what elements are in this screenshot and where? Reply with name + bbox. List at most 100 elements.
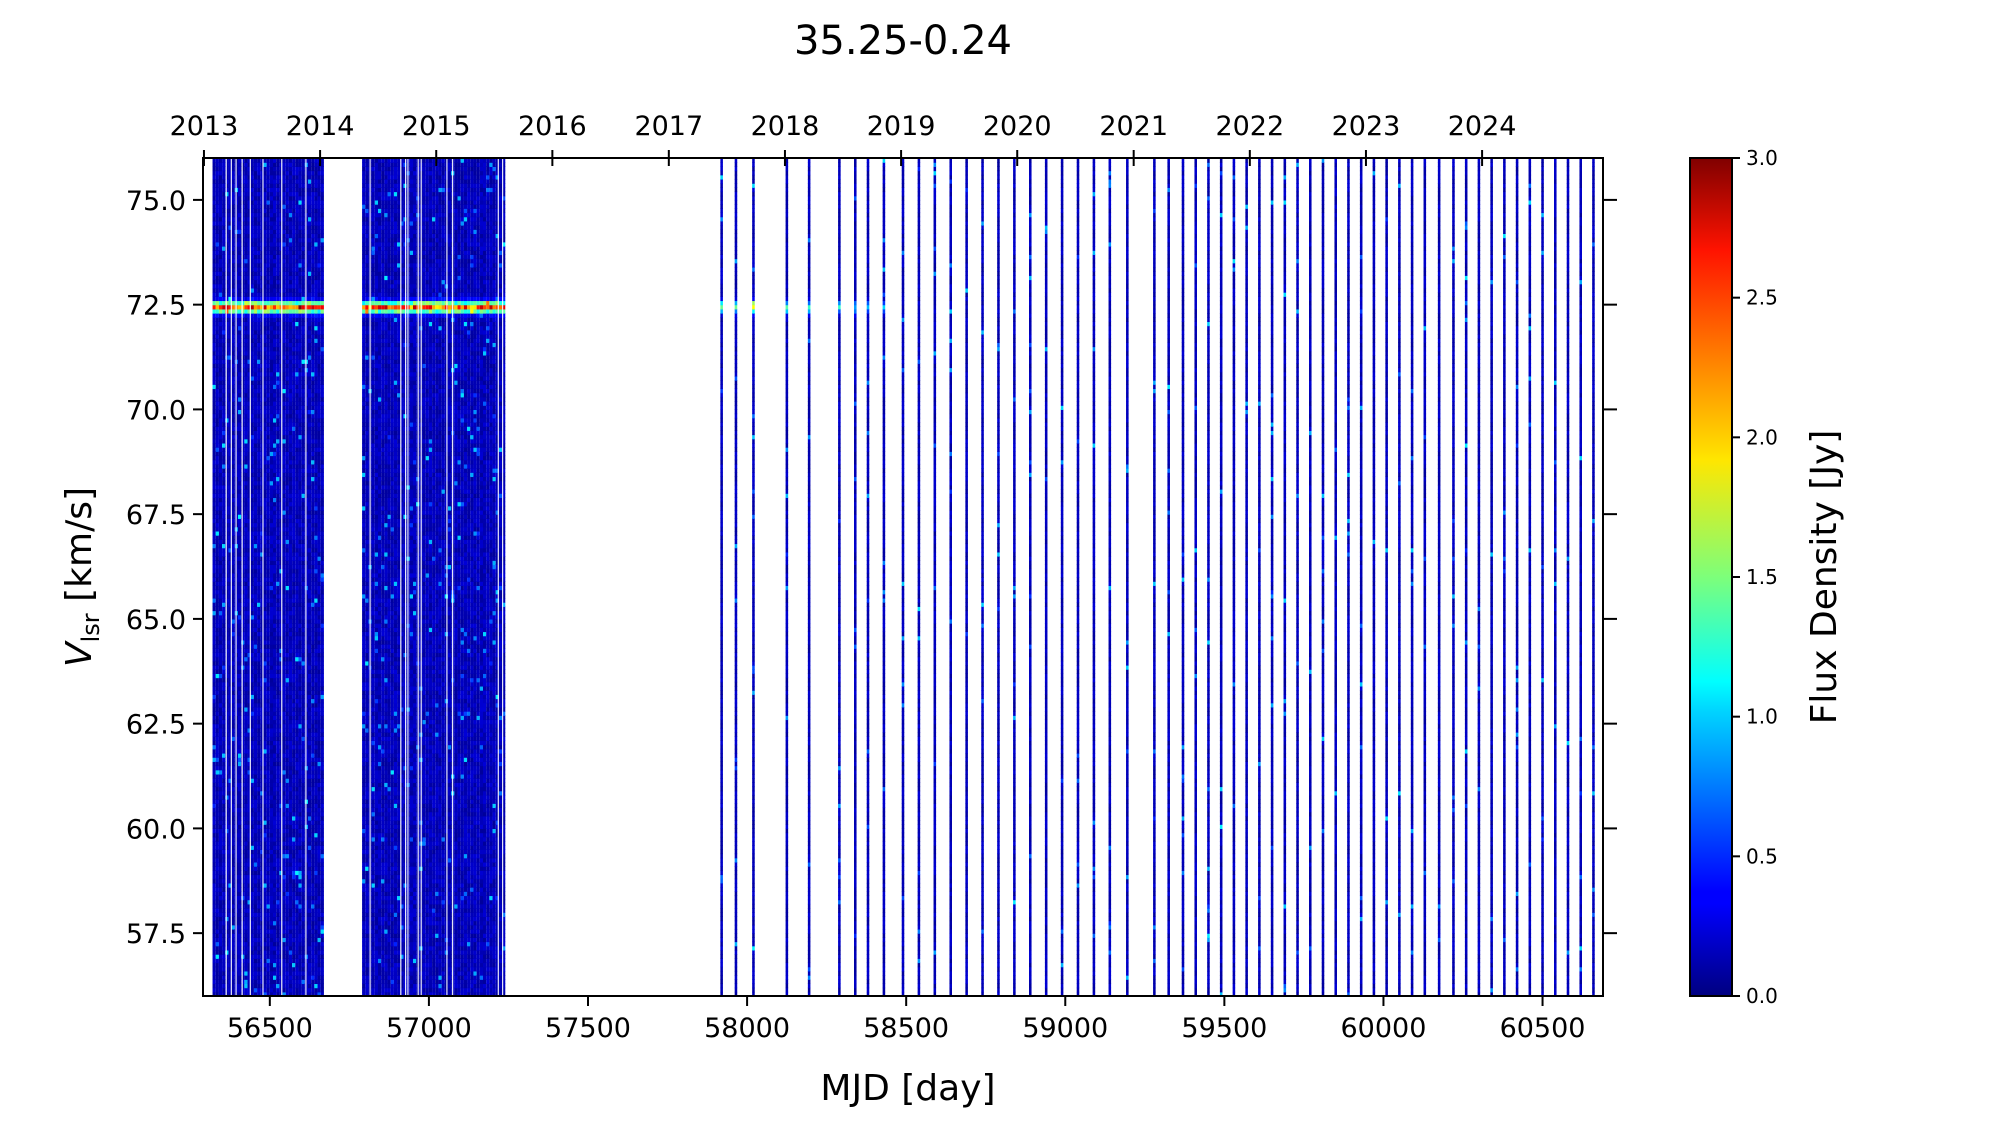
dense-spectrum-column xyxy=(463,158,468,996)
observation-column xyxy=(933,158,937,996)
observation-column xyxy=(1541,158,1544,996)
dense-spectrum-column xyxy=(425,158,429,996)
observation-column xyxy=(981,158,984,996)
observation-column xyxy=(1283,158,1287,996)
observation-column xyxy=(1423,158,1427,996)
observation-column xyxy=(838,158,841,996)
dense-spectrum-column xyxy=(231,158,235,996)
y-tick-label: 65.0 xyxy=(126,605,186,636)
dense-spectrum-column xyxy=(390,158,394,996)
dense-spectrum-column xyxy=(247,158,251,996)
observation-column xyxy=(720,158,723,996)
observation-column xyxy=(901,158,905,996)
observation-column xyxy=(1181,158,1185,996)
dense-spectrum-column xyxy=(448,158,452,996)
dense-spectrum-column xyxy=(250,158,254,996)
dense-spectrum-column xyxy=(432,158,436,996)
top-year-axis: 2013 2014 2015 2016 2017 2018 2019 2020 2021 2022… xyxy=(170,111,1517,166)
dense-spectrum-column xyxy=(228,158,232,996)
dense-spectrum-column xyxy=(495,158,499,996)
observation-column xyxy=(1398,158,1401,996)
observation-column xyxy=(1245,158,1248,996)
colorbar-tick-label: 2.5 xyxy=(1746,286,1778,310)
data-gap-line xyxy=(262,158,264,996)
data-gap-line xyxy=(417,158,419,996)
x-axis-title: MJD [day] xyxy=(820,1068,995,1109)
dense-spectrum-column xyxy=(292,158,296,996)
dense-spectrum-column xyxy=(215,158,219,996)
dense-spectrum-column xyxy=(311,158,315,996)
dense-spectrum-column xyxy=(320,158,324,996)
data-gap-line xyxy=(249,158,251,996)
observation-column xyxy=(785,158,789,996)
y-axis-title: Vlsr [km/s] xyxy=(59,487,105,667)
observation-column xyxy=(1385,158,1388,996)
year-tick-label: 2024 xyxy=(1448,111,1517,142)
data-gap-line xyxy=(420,158,422,996)
colorbar xyxy=(1689,157,1733,997)
dense-spectrum-column xyxy=(470,158,474,996)
observation-column xyxy=(1013,158,1016,996)
x-tick-label: 58000 xyxy=(704,1013,790,1044)
dense-spectrum-column xyxy=(489,158,493,996)
dense-spectrum-column xyxy=(365,158,369,996)
observation-column xyxy=(1321,158,1325,996)
dense-spectrum-column xyxy=(381,158,385,996)
dense-spectrum-column xyxy=(435,158,439,996)
dense-spectrum-column xyxy=(301,158,305,996)
observation-column xyxy=(1515,158,1519,996)
dense-spectrum-column xyxy=(409,158,413,996)
dense-spectrum-column xyxy=(285,158,289,996)
observation-column xyxy=(1566,158,1570,996)
observation-column xyxy=(1437,158,1441,996)
colorbar-tick-label: 0.5 xyxy=(1746,844,1778,868)
observation-column xyxy=(1108,158,1112,996)
dense-spectrum-column xyxy=(467,158,471,996)
dense-spectrum-column xyxy=(257,158,261,996)
dense-spectrum-column xyxy=(253,158,258,996)
data-gap-line xyxy=(235,158,237,996)
y-tick-label: 57.5 xyxy=(126,919,186,950)
observation-column xyxy=(965,158,968,996)
data-gap-line xyxy=(241,158,243,996)
dense-spectrum-column xyxy=(225,158,229,996)
data-gap-line xyxy=(400,158,402,996)
observation-column xyxy=(1490,158,1493,996)
observation-column xyxy=(1309,158,1312,996)
dense-spectrum-column xyxy=(288,158,293,996)
observation-column xyxy=(1258,158,1261,996)
observation-column xyxy=(1347,158,1350,996)
year-tick-label: 2016 xyxy=(518,111,587,142)
dense-spectrum-column xyxy=(387,158,391,996)
dense-spectrum-column xyxy=(397,158,401,996)
observation-column xyxy=(1092,158,1096,996)
observation-column xyxy=(1410,158,1414,996)
observation-column xyxy=(882,158,886,996)
colorbar-tick-label: 3.0 xyxy=(1746,146,1778,170)
observation-column xyxy=(1452,158,1455,996)
observation-column xyxy=(752,158,755,996)
dense-spectrum-column xyxy=(422,158,426,996)
colorbar-tick-label: 0.0 xyxy=(1746,984,1778,1008)
data-gap-line xyxy=(225,158,227,996)
observation-column xyxy=(734,158,738,996)
data-gap-line xyxy=(452,158,454,996)
y-tick-label: 62.5 xyxy=(126,710,186,741)
x-tick-label: 57500 xyxy=(545,1013,631,1044)
dense-spectrum-column xyxy=(384,158,388,996)
dense-spectrum-column xyxy=(263,158,267,996)
dense-spectrum-column xyxy=(314,158,318,996)
observation-column xyxy=(866,158,870,996)
observation-column xyxy=(917,158,921,996)
observation-column xyxy=(1372,158,1376,996)
colorbar-tick-label: 2.0 xyxy=(1746,425,1778,449)
y-tick-label: 70.0 xyxy=(126,395,186,426)
dense-spectrum-column xyxy=(269,158,273,996)
year-tick-label: 2023 xyxy=(1332,111,1401,142)
dense-spectrum-column xyxy=(212,158,216,996)
year-tick-label: 2021 xyxy=(1099,111,1168,142)
observation-column xyxy=(1579,158,1582,996)
colorbar-title: Flux Density [Jy] xyxy=(1804,430,1845,725)
observation-column xyxy=(1592,158,1595,996)
dense-spectrum-column xyxy=(279,158,283,996)
